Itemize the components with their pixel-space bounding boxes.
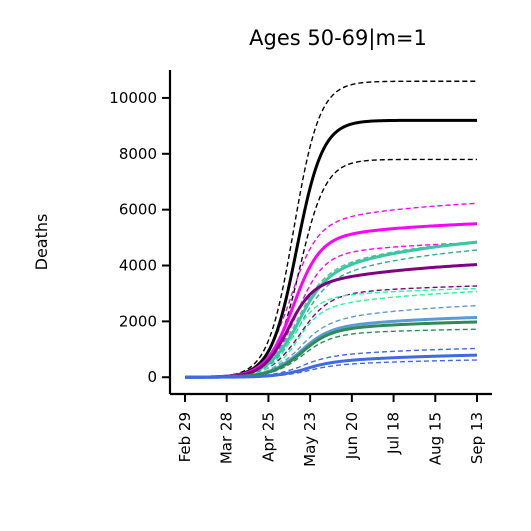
x-tick-label: Mar 28 [218,412,236,464]
x-tick-label: May 23 [301,412,319,467]
x-tick-label: Feb 29 [176,412,194,462]
x-tick-label: Apr 25 [259,412,277,462]
series-line-18 [184,353,478,379]
y-tick-label: 0 [147,368,157,386]
series-group [184,80,478,379]
x-tick-label: Jul 18 [385,412,403,455]
chart-title: Ages 50-69|m=1 [249,26,427,51]
series-line-17 [185,328,478,378]
y-tick-label: 8000 [119,145,157,163]
y-tick-label: 4000 [119,257,157,275]
y-tick-label: 6000 [119,201,157,219]
axes-group: 0 2000 4000 6000 8000 10000 Feb 29 Mar 28 Apr 25… [109,70,492,467]
y-tick-label: 10000 [109,89,157,107]
series-line-9 [185,249,478,378]
series-line-14 [184,315,478,379]
x-tick-label: Jun 20 [343,412,361,460]
x-tick-label: Aug 15 [426,412,444,465]
y-axis-label: Deaths [32,214,51,271]
x-tick-label: Sep 13 [468,412,486,464]
y-tick-label: 2000 [119,312,157,330]
